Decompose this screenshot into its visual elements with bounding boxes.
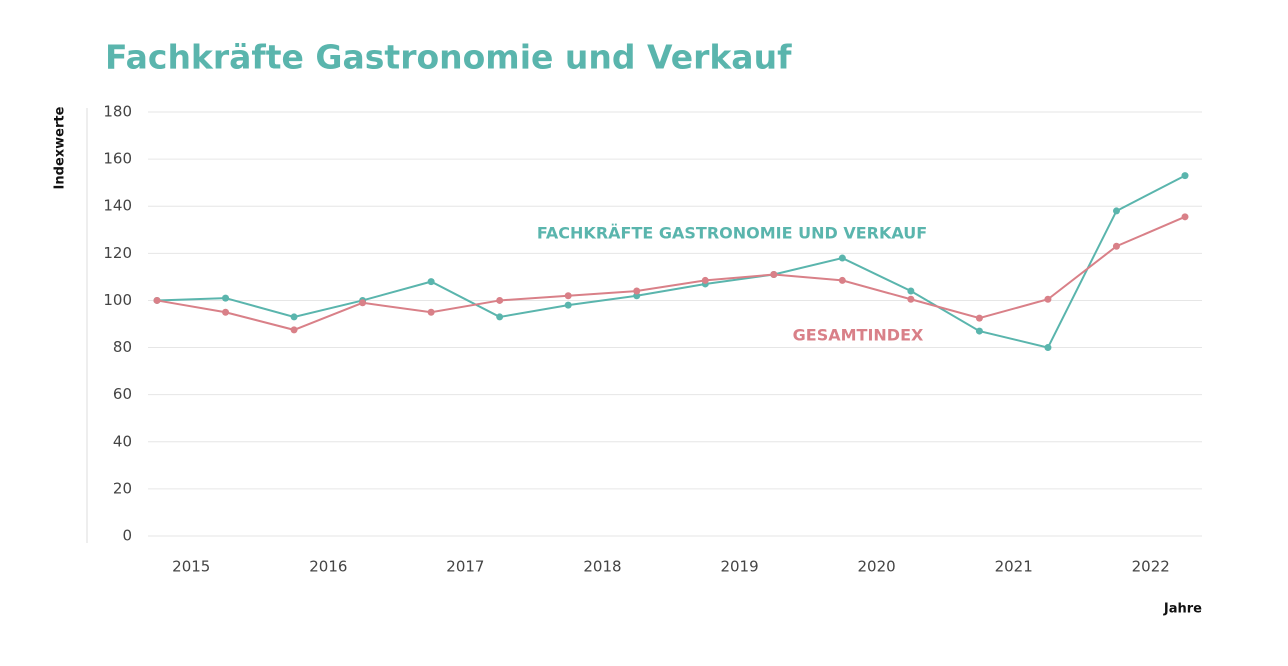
x-tick-label: 2015 [172, 558, 210, 576]
y-tick-label: 120 [103, 244, 132, 262]
series-line [156, 174, 1186, 349]
x-tick-label: 2021 [995, 558, 1033, 576]
data-point [222, 294, 230, 302]
data-point [359, 299, 367, 307]
y-tick-label: 60 [113, 385, 132, 403]
x-tick-label: 2017 [446, 558, 484, 576]
data-point [1181, 172, 1189, 180]
data-point [427, 308, 435, 316]
y-axis-label: Indexwerte [53, 106, 68, 189]
y-tick-label: 100 [103, 291, 132, 309]
series-line [156, 215, 1186, 331]
x-tick-label: 2022 [1132, 558, 1170, 576]
data-point [427, 278, 435, 286]
data-point [838, 254, 846, 262]
x-tick-label: 2016 [309, 558, 347, 576]
data-point [1181, 213, 1189, 221]
data-point [975, 327, 983, 335]
x-tick-label: 2019 [720, 558, 758, 576]
data-point [907, 287, 915, 295]
data-point [290, 326, 298, 334]
series-label: GESAMTINDEX [793, 326, 924, 345]
y-tick-label: 140 [103, 197, 132, 215]
data-point [701, 276, 709, 284]
x-tick-label: 2018 [583, 558, 621, 576]
y-tick-label: 20 [113, 479, 132, 497]
data-point [770, 271, 778, 279]
y-tick-label: 40 [113, 432, 132, 450]
data-point [838, 276, 846, 284]
data-point [564, 301, 572, 309]
y-tick-label: 160 [103, 150, 132, 168]
data-point [496, 296, 504, 304]
data-point [1112, 207, 1120, 215]
y-tick-label: 180 [103, 103, 132, 121]
series-label: FACHKRÄFTE GASTRONOMIE UND VERKAUF [537, 224, 927, 243]
data-point [1044, 295, 1052, 303]
y-tick-label: 80 [113, 338, 132, 356]
chart-title: Fachkräfte Gastronomie und Verkauf [105, 38, 792, 77]
data-point [222, 308, 230, 316]
data-point [564, 292, 572, 300]
x-tick-label: 2020 [858, 558, 896, 576]
data-point [907, 295, 915, 303]
y-tick-label: 0 [122, 527, 132, 545]
data-point [633, 287, 641, 295]
data-point [290, 313, 298, 321]
data-point [1112, 242, 1120, 250]
data-point [1044, 344, 1052, 352]
data-point [153, 296, 161, 304]
data-point [496, 313, 504, 321]
data-point [975, 314, 983, 322]
x-axis-label: Jahre [1163, 602, 1202, 617]
